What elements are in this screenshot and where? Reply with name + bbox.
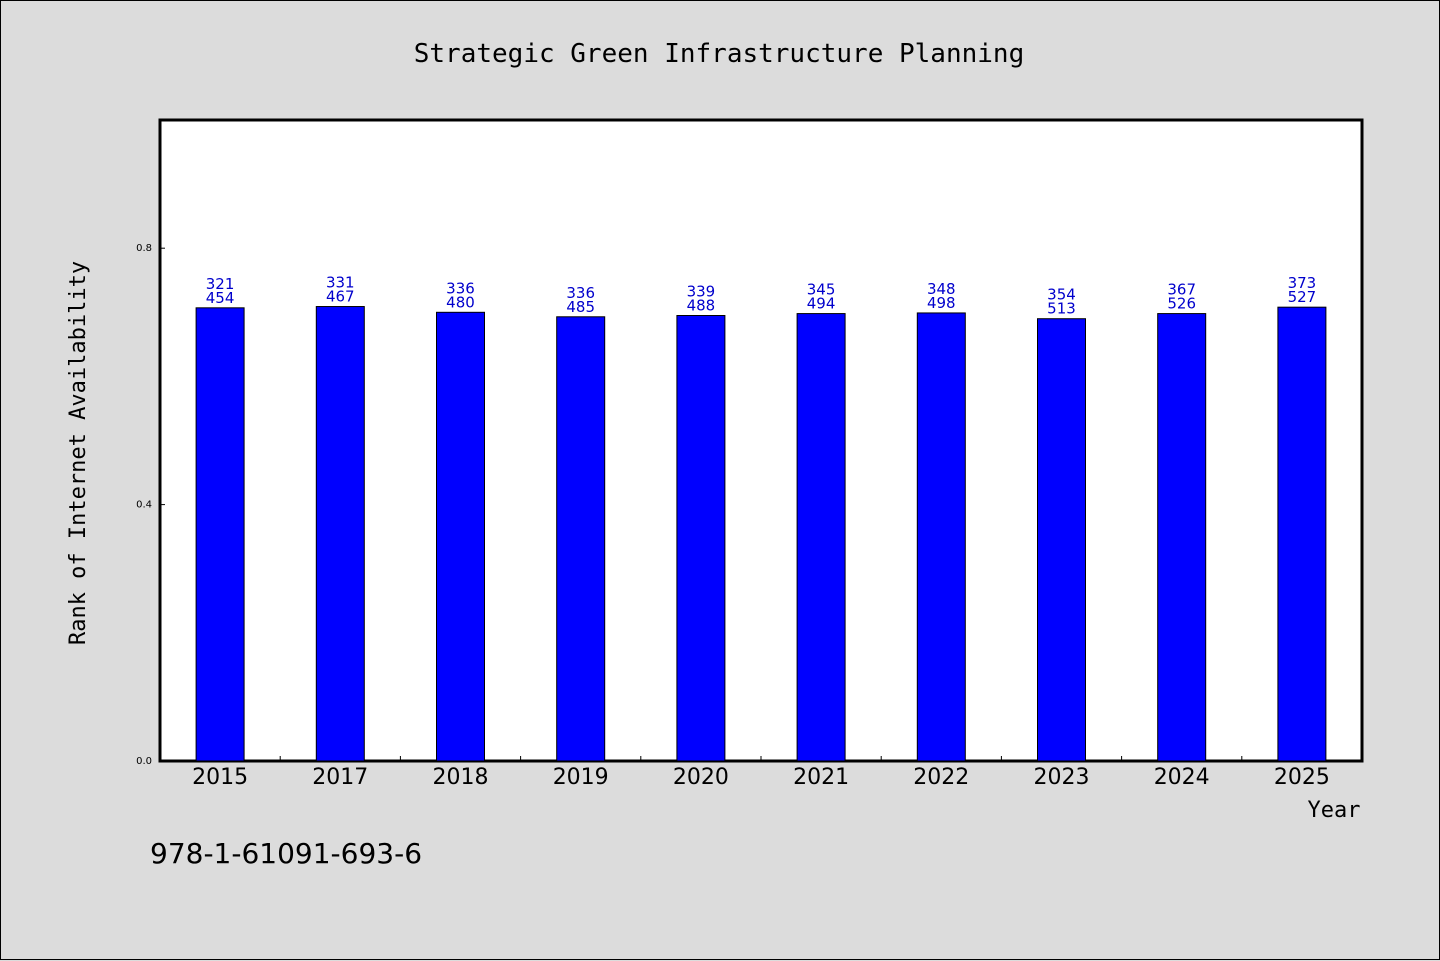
bars-group bbox=[195, 306, 1327, 762]
data-label-bottom-2021: 494 bbox=[807, 295, 836, 313]
data-label-top-2022: 348 bbox=[927, 280, 956, 298]
bar-2025 bbox=[1277, 306, 1327, 762]
x-tick-label-2020: 2020 bbox=[673, 765, 729, 790]
x-tick-label-2015: 2015 bbox=[192, 765, 248, 790]
y-axis-ticks: 0.0 0.4 0.8 bbox=[136, 243, 165, 767]
data-label-top-2025: 373 bbox=[1288, 274, 1317, 292]
data-label-bottom-2020: 488 bbox=[687, 297, 716, 315]
bar-2022 bbox=[916, 312, 966, 762]
bar-2020 bbox=[676, 315, 726, 762]
data-label-bottom-2022: 498 bbox=[927, 294, 956, 312]
data-label-top-2021: 345 bbox=[807, 281, 836, 299]
isbn-code: 978-1-61091-693-6 bbox=[150, 837, 422, 870]
bar-2019 bbox=[556, 316, 606, 762]
x-axis-ticks: 2015 2017 2018 2019 2020 2021 2022 2023 2024 2025 bbox=[192, 756, 1330, 790]
data-label-bottom-2015: 454 bbox=[206, 289, 235, 307]
data-label-top-2019: 336 bbox=[566, 284, 595, 302]
x-tick-label-2025: 2025 bbox=[1274, 765, 1330, 790]
x-axis-title: Year bbox=[1308, 798, 1361, 823]
data-label-bottom-2018: 480 bbox=[446, 293, 475, 311]
data-label-bottom-2023: 513 bbox=[1047, 300, 1076, 318]
y-tick-label: 0.0 bbox=[136, 756, 152, 767]
data-label-top-2020: 339 bbox=[687, 283, 716, 301]
x-tick-label-2019: 2019 bbox=[553, 765, 609, 790]
data-label-bottom-2024: 526 bbox=[1167, 295, 1196, 313]
data-label-top-2017: 331 bbox=[326, 274, 355, 292]
data-label-top-2018: 336 bbox=[446, 279, 475, 297]
data-label-top-2015: 321 bbox=[206, 275, 235, 293]
bar-2024 bbox=[1157, 313, 1207, 762]
x-tick-label-2022: 2022 bbox=[913, 765, 969, 790]
data-label-bottom-2019: 485 bbox=[566, 298, 595, 316]
bar-2018 bbox=[436, 311, 485, 762]
chart-title: Strategic Green Infrastructure Planning bbox=[414, 39, 1024, 69]
x-tick-label-2018: 2018 bbox=[433, 765, 489, 790]
bar-2023 bbox=[1037, 318, 1086, 762]
bar-2017 bbox=[315, 306, 365, 762]
x-tick-label-2023: 2023 bbox=[1034, 765, 1090, 790]
data-label-top-2024: 367 bbox=[1167, 281, 1196, 299]
data-label-bottom-2025: 527 bbox=[1288, 288, 1317, 306]
x-tick-label-2021: 2021 bbox=[793, 765, 849, 790]
bar-2015 bbox=[195, 307, 245, 762]
data-label-bottom-2017: 467 bbox=[326, 288, 355, 306]
x-tick-label-2017: 2017 bbox=[312, 765, 368, 790]
bar-2021 bbox=[796, 313, 846, 762]
data-label-top-2023: 354 bbox=[1047, 286, 1076, 304]
x-tick-label-2024: 2024 bbox=[1154, 765, 1210, 790]
y-axis-title: Rank of Internet Availability bbox=[66, 261, 91, 645]
y-tick-label: 0.8 bbox=[136, 243, 152, 254]
y-tick-label: 0.4 bbox=[136, 500, 152, 511]
